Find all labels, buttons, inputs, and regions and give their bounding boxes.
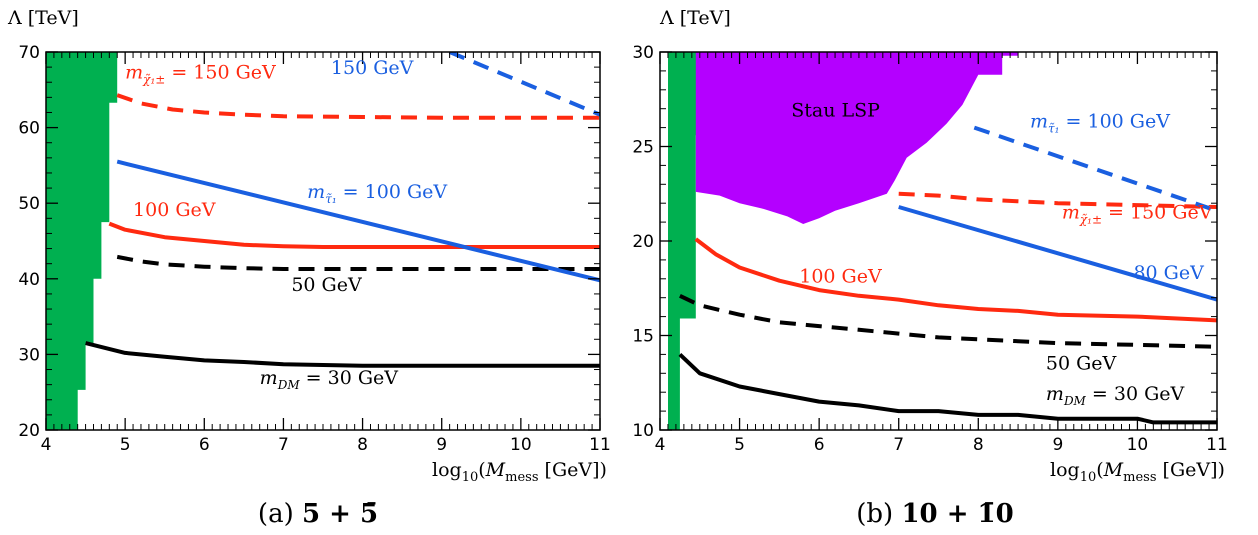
region-stau-lsp [695, 52, 1019, 224]
x-tick-label: 9 [436, 435, 447, 455]
annotation-label: 50 GeV [1046, 353, 1117, 375]
annotation-label: Stau LSP [791, 99, 880, 121]
series-line-4 [898, 205, 1217, 302]
annotation-label: mχ̃₁± = 150 GeV [1062, 201, 1213, 226]
chart-panel-a: 4 5 6 7 8 9 10 11 20 30 40 50 60 70 Λ [TeV] log10(Mmess… [7, 7, 611, 529]
series-line-5 [448, 52, 600, 117]
x-tick-label: 8 [357, 435, 368, 455]
x-tick-label: 10 [510, 435, 532, 455]
series-line-5 [973, 125, 1217, 213]
y-tick-label: 25 [632, 138, 654, 158]
x-tick-label: 4 [41, 435, 52, 455]
x-tick-label: 9 [1052, 435, 1063, 455]
x-tick-label: 5 [734, 435, 745, 455]
series-line-4 [116, 159, 600, 283]
annotation-label: 150 GeV [331, 57, 414, 79]
series-line-2 [694, 237, 1217, 323]
annotation-label: mτ̃₁ = 100 GeV [307, 181, 447, 206]
series-line-3 [898, 191, 1217, 209]
annotation-label: 80 GeV [1133, 262, 1204, 284]
panel-caption: (b) 10 + 1̄0 [856, 499, 1013, 529]
y-tick-label: 30 [632, 43, 654, 63]
annotation-label: mDM = 30 GeV [1046, 383, 1185, 408]
x-tick-label: 10 [1127, 435, 1149, 455]
x-tick-label: 6 [199, 435, 210, 455]
x-axis-label: log10(Mmess [GeV]) [432, 459, 607, 485]
region-excluded [46, 52, 118, 430]
series-line-0 [678, 352, 1217, 425]
y-tick-label: 15 [632, 327, 654, 347]
x-tick-label: 8 [973, 435, 984, 455]
annotation-label: 100 GeV [133, 199, 216, 221]
x-tick-label: 7 [278, 435, 289, 455]
panel-caption: (a) 5 + 5̄ [258, 499, 378, 529]
y-axis-label: Λ [TeV] [659, 7, 731, 29]
annotation-label: 50 GeV [291, 274, 362, 296]
series-line-2 [108, 221, 600, 249]
plot-area [668, 52, 1217, 430]
y-axis-label: Λ [TeV] [7, 7, 79, 29]
annotation-label: mχ̃₁± = 150 GeV [125, 61, 276, 86]
y-tick-label: 20 [18, 421, 40, 441]
x-tick-label: 5 [120, 435, 131, 455]
x-tick-label: 11 [589, 435, 611, 455]
y-tick-label: 70 [18, 43, 40, 63]
y-tick-label: 60 [18, 119, 40, 139]
series-line-1 [679, 293, 1217, 349]
x-tick-label: 11 [1206, 435, 1228, 455]
region-excluded [668, 52, 712, 430]
plot-area [46, 52, 600, 430]
x-axis-label: log10(Mmess [GeV]) [1050, 459, 1225, 485]
x-tick-label: 6 [814, 435, 825, 455]
series-line-3 [116, 93, 600, 120]
y-tick-label: 50 [18, 194, 40, 214]
annotation-label: 100 GeV [799, 266, 882, 288]
annotation-label: mτ̃₁ = 100 GeV [1030, 111, 1170, 136]
x-tick-label: 7 [893, 435, 904, 455]
y-tick-label: 30 [18, 345, 40, 365]
series-line-1 [116, 254, 600, 271]
annotation-label: mDM = 30 GeV [260, 367, 399, 392]
y-tick-label: 20 [632, 232, 654, 252]
x-tick-label: 4 [655, 435, 666, 455]
y-tick-label: 40 [18, 270, 40, 290]
series-line-0 [85, 341, 600, 368]
chart-panel-b: 4 5 6 7 8 9 10 11 10 15 20 25 30Λ [TeV] log10(Mmess [… [632, 7, 1227, 529]
y-tick-label: 10 [632, 421, 654, 441]
